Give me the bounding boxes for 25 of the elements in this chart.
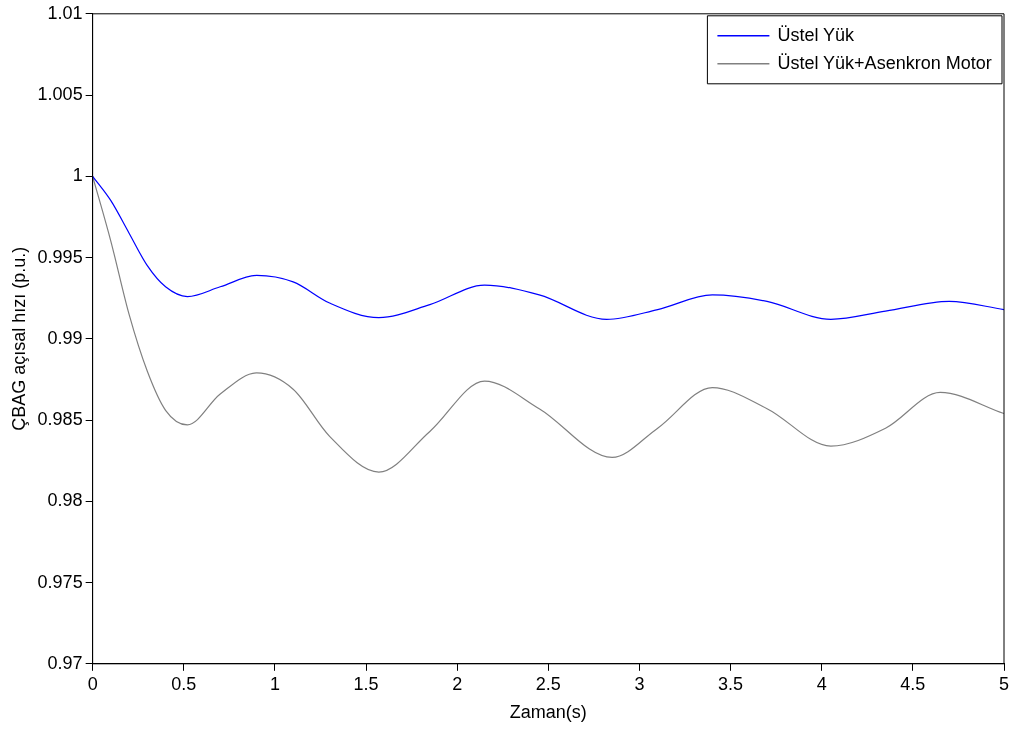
y-tick-label: 0.98 <box>47 490 83 511</box>
x-tick-label: 2 <box>452 673 463 694</box>
x-tick-label: 1 <box>269 673 280 694</box>
legend-label: Üstel Yük <box>777 24 856 45</box>
y-tick-label: 0.985 <box>37 409 83 430</box>
y-tick-label: 0.99 <box>47 327 83 348</box>
x-tick-label: 1.5 <box>353 673 379 694</box>
y-tick-label: 0.975 <box>37 571 83 592</box>
x-tick-label: 0.5 <box>171 673 197 694</box>
legend-label: Üstel Yük+Asenkron Motor <box>777 52 992 73</box>
x-tick-label: 3 <box>634 673 645 694</box>
line-series <box>92 175 1004 320</box>
x-tick-label: 0 <box>87 673 98 694</box>
x-tick-label: 3.5 <box>718 673 744 694</box>
y-tick-label: 1 <box>72 165 83 186</box>
y-tick-label: 1.005 <box>37 84 83 105</box>
x-axis-title: Zaman(s) <box>509 702 587 723</box>
y-tick-label: 0.995 <box>37 246 83 267</box>
x-tick-label: 2.5 <box>535 673 561 694</box>
x-tick-label: 5 <box>998 673 1010 694</box>
y-tick-label: 1.01 <box>47 2 83 23</box>
y-axis-title: ÇBAG açısal hızı (p.u.) <box>8 246 29 431</box>
y-tick-label: 0.97 <box>47 652 83 673</box>
x-tick-label: 4.5 <box>900 673 926 694</box>
x-tick-label: 4 <box>816 673 827 694</box>
